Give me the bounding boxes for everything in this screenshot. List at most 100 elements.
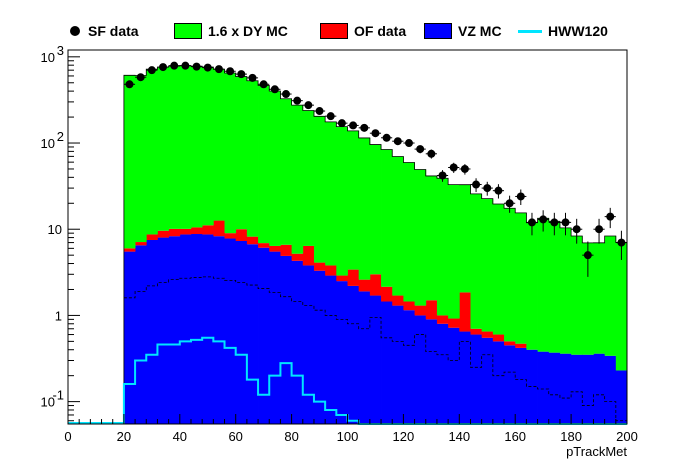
y-tick-label: 1 (55, 308, 62, 323)
x-tick-label: 60 (228, 429, 242, 444)
data-point (146, 66, 158, 75)
data-marker (282, 90, 291, 99)
histogram-bar (213, 220, 225, 237)
data-point (269, 85, 281, 94)
histogram-bar (593, 353, 606, 424)
histogram-bar (224, 73, 237, 234)
histogram-bar (526, 222, 538, 350)
x-tick-label: 140 (448, 429, 470, 444)
histogram-bar (492, 204, 505, 335)
histogram-bar (593, 242, 606, 354)
histogram-bar (381, 286, 393, 302)
data-point (258, 80, 270, 89)
histogram-bar (302, 110, 315, 246)
data-marker (304, 101, 313, 110)
data-marker (371, 129, 380, 138)
histogram-bar (436, 315, 449, 324)
data-marker (449, 163, 458, 172)
histogram-bar (470, 334, 483, 424)
histogram-bar (123, 248, 136, 252)
histogram-bar (392, 295, 404, 306)
histogram-bar (269, 245, 281, 252)
data-marker (572, 225, 581, 234)
data-point (213, 65, 225, 74)
histogram-bar (425, 319, 438, 424)
histogram-bar (157, 237, 170, 424)
histogram-bar (448, 184, 460, 319)
data-point (325, 112, 337, 121)
histogram-bar (258, 243, 270, 248)
histogram-bar (246, 236, 259, 245)
histogram-bar (325, 275, 337, 424)
histogram-bar (414, 305, 427, 316)
data-point (504, 195, 516, 213)
legend-item-sf-data: SF data (62, 20, 139, 42)
data-point (425, 149, 437, 159)
data-point (559, 212, 572, 236)
histogram-bar (146, 69, 158, 235)
x-tick-label: 160 (504, 429, 526, 444)
data-point (313, 107, 326, 116)
x-axis: 0 20 40 60 80 100 120 140 160 180 200 (64, 414, 638, 444)
data-marker (147, 66, 156, 75)
histogram-bar (548, 352, 561, 424)
histogram-bar (526, 349, 538, 424)
data-point (280, 90, 292, 99)
histogram-bar (302, 265, 315, 424)
histogram-bar (571, 354, 583, 424)
histogram-bar (347, 269, 360, 286)
histogram-bar (403, 301, 415, 311)
x-tick-label: 0 (64, 429, 71, 444)
data-point (302, 101, 314, 110)
histogram-bar (615, 242, 628, 371)
legend: SF data 1.6 x DY MC OF data VZ MC HWW120 (62, 16, 632, 46)
histogram-bar (537, 351, 550, 424)
data-marker (181, 61, 190, 70)
histogram-bar (504, 341, 516, 346)
histogram-bar (369, 144, 382, 275)
data-marker (270, 85, 279, 94)
data-point (235, 70, 247, 79)
data-marker (293, 96, 302, 105)
histogram-bar (392, 305, 404, 424)
histogram-bar (369, 295, 382, 424)
x-axis-label: pTrackMet (566, 444, 627, 459)
data-marker (494, 186, 503, 195)
histogram-bar (459, 292, 471, 332)
histogram-bar (414, 169, 427, 306)
legend-item-vz-mc: VZ MC (424, 20, 502, 42)
histogram-bar (347, 285, 360, 424)
histogram-bar (313, 270, 326, 424)
histogram-bar (291, 105, 304, 254)
histogram-bar (515, 343, 527, 348)
histogram-bar (190, 234, 203, 424)
data-marker (527, 218, 536, 227)
data-point (459, 164, 471, 175)
data-point (168, 61, 180, 70)
data-marker (360, 123, 369, 132)
dy-mc-swatch-icon (174, 23, 202, 39)
histogram-bar (280, 98, 292, 245)
histogram-bar (325, 265, 337, 276)
data-point (492, 184, 505, 199)
data-point (179, 61, 191, 70)
histogram-bar (425, 175, 438, 301)
histogram-bar (246, 244, 259, 424)
histogram-bar (358, 279, 371, 292)
histogram-bar (381, 149, 393, 287)
data-marker (472, 180, 481, 189)
data-point (604, 207, 616, 229)
histogram-bar (123, 75, 136, 249)
data-marker (349, 121, 358, 130)
y-tick-label: 10 (41, 136, 55, 151)
histogram-bar (313, 116, 326, 263)
data-marker (483, 184, 492, 193)
data-marker (214, 65, 223, 74)
histogram-bar (492, 341, 505, 424)
data-marker (136, 73, 145, 82)
histogram-bar (135, 245, 147, 424)
histogram-bar (504, 345, 516, 424)
legend-label: OF data (354, 23, 407, 39)
histogram-bar (190, 66, 203, 228)
y-tick-label: 10 (48, 222, 62, 237)
